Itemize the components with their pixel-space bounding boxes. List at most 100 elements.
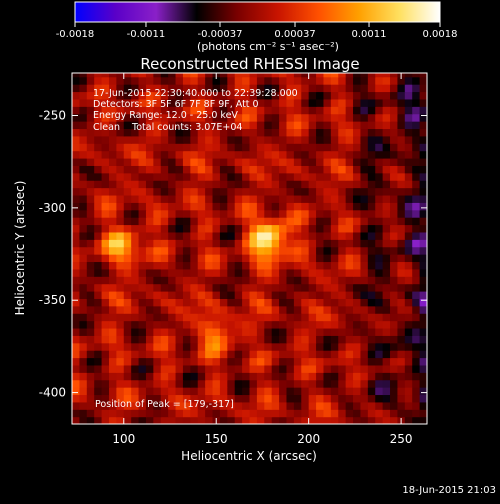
heatmap-cell bbox=[375, 387, 384, 396]
heatmap-cell bbox=[375, 416, 384, 424]
heatmap-cell bbox=[301, 246, 310, 255]
heatmap-cell bbox=[182, 416, 191, 424]
heatmap-cell bbox=[308, 342, 317, 351]
heatmap-cell bbox=[345, 246, 354, 255]
heatmap-cell bbox=[123, 290, 132, 299]
heatmap-cell bbox=[219, 172, 228, 181]
heatmap-cell bbox=[123, 239, 132, 248]
heatmap-cell bbox=[249, 209, 258, 218]
heatmap-cell bbox=[323, 217, 332, 226]
heatmap-cell bbox=[367, 128, 376, 137]
heatmap-cell bbox=[131, 106, 140, 115]
heatmap-cell bbox=[108, 364, 117, 373]
heatmap-cell bbox=[338, 335, 347, 344]
heatmap-cell bbox=[160, 91, 169, 100]
heatmap-cell bbox=[382, 305, 391, 314]
heatmap-cell bbox=[264, 350, 273, 359]
heatmap-cell bbox=[242, 290, 251, 299]
heatmap-cell bbox=[94, 194, 103, 203]
heatmap-cell bbox=[338, 209, 347, 218]
heatmap-cell bbox=[338, 106, 347, 115]
heatmap-cell bbox=[160, 305, 169, 314]
heatmap-cell bbox=[375, 290, 384, 299]
heatmap-cell bbox=[168, 409, 177, 418]
heatmap-cell bbox=[227, 379, 236, 388]
heatmap-cell bbox=[330, 224, 339, 233]
heatmap-cell bbox=[286, 121, 295, 130]
heatmap-cell bbox=[168, 357, 177, 366]
heatmap-cell bbox=[205, 357, 214, 366]
heatmap-cell bbox=[79, 121, 88, 130]
heatmap-cell bbox=[404, 106, 413, 115]
heatmap-cell bbox=[308, 121, 317, 130]
heatmap-cell bbox=[242, 91, 251, 100]
heatmap-cell bbox=[175, 394, 184, 403]
heatmap-cell bbox=[301, 157, 310, 166]
heatmap-cell bbox=[94, 187, 103, 196]
heatmap-cell bbox=[279, 387, 288, 396]
heatmap-cell bbox=[212, 268, 221, 277]
heatmap-cell bbox=[86, 394, 95, 403]
heatmap-cell bbox=[205, 335, 214, 344]
heatmap-cell bbox=[182, 283, 191, 292]
heatmap-cell bbox=[338, 150, 347, 159]
heatmap-cell bbox=[168, 364, 177, 373]
heatmap-cell bbox=[308, 180, 317, 189]
heatmap-cell bbox=[264, 305, 273, 314]
heatmap-cell bbox=[108, 394, 117, 403]
heatmap-cell bbox=[182, 239, 191, 248]
heatmap-cell bbox=[168, 231, 177, 240]
heatmap-cell bbox=[338, 401, 347, 410]
heatmap-cell bbox=[108, 335, 117, 344]
heatmap-cell bbox=[353, 209, 362, 218]
heatmap-cell bbox=[397, 327, 406, 336]
heatmap-cell bbox=[316, 84, 325, 93]
heatmap-cell bbox=[412, 290, 421, 299]
heatmap-cell bbox=[108, 327, 117, 336]
heatmap-cell bbox=[212, 113, 221, 122]
heatmap-cell bbox=[338, 387, 347, 396]
heatmap-cell bbox=[293, 106, 302, 115]
heatmap-cell bbox=[182, 298, 191, 307]
heatmap-cell bbox=[323, 128, 332, 137]
heatmap-cell bbox=[101, 73, 110, 78]
heatmap-cell bbox=[353, 165, 362, 174]
heatmap-cell bbox=[94, 128, 103, 137]
heatmap-cell bbox=[360, 320, 369, 329]
heatmap-cell bbox=[86, 283, 95, 292]
heatmap-cell bbox=[279, 73, 288, 78]
heatmap-cell bbox=[234, 98, 243, 107]
heatmap-cell bbox=[86, 231, 95, 240]
heatmap-cell bbox=[264, 224, 273, 233]
heatmap-cell bbox=[182, 313, 191, 322]
heatmap-cell bbox=[108, 209, 117, 218]
heatmap-cell bbox=[160, 409, 169, 418]
heatmap-cell bbox=[360, 313, 369, 322]
heatmap-cell bbox=[86, 320, 95, 329]
heatmap-cell bbox=[419, 305, 427, 314]
heatmap-cell bbox=[175, 84, 184, 93]
heatmap-cell bbox=[205, 217, 214, 226]
heatmap-cell bbox=[123, 254, 132, 263]
heatmap-cell bbox=[404, 409, 413, 418]
heatmap-cell bbox=[227, 320, 236, 329]
heatmap-cell bbox=[160, 387, 169, 396]
heatmap-cell bbox=[190, 283, 199, 292]
annotation-time-range: 17-Jun-2015 22:30:40.000 to 22:39:28.000 bbox=[93, 88, 298, 99]
heatmap-cell bbox=[205, 394, 214, 403]
heatmap-cell bbox=[345, 372, 354, 381]
heatmap-cell bbox=[79, 165, 88, 174]
heatmap-cell bbox=[264, 254, 273, 263]
heatmap-cell bbox=[116, 387, 125, 396]
heatmap-cell bbox=[94, 106, 103, 115]
heatmap-cell bbox=[101, 313, 110, 322]
heatmap-cell bbox=[72, 364, 80, 373]
heatmap-cell bbox=[360, 194, 369, 203]
heatmap-cell bbox=[308, 409, 317, 418]
heatmap-cell bbox=[345, 165, 354, 174]
heatmap-cell bbox=[131, 121, 140, 130]
heatmap-cell bbox=[182, 84, 191, 93]
heatmap-cell bbox=[168, 113, 177, 122]
heatmap-cell bbox=[219, 379, 228, 388]
heatmap-cell bbox=[256, 202, 265, 211]
